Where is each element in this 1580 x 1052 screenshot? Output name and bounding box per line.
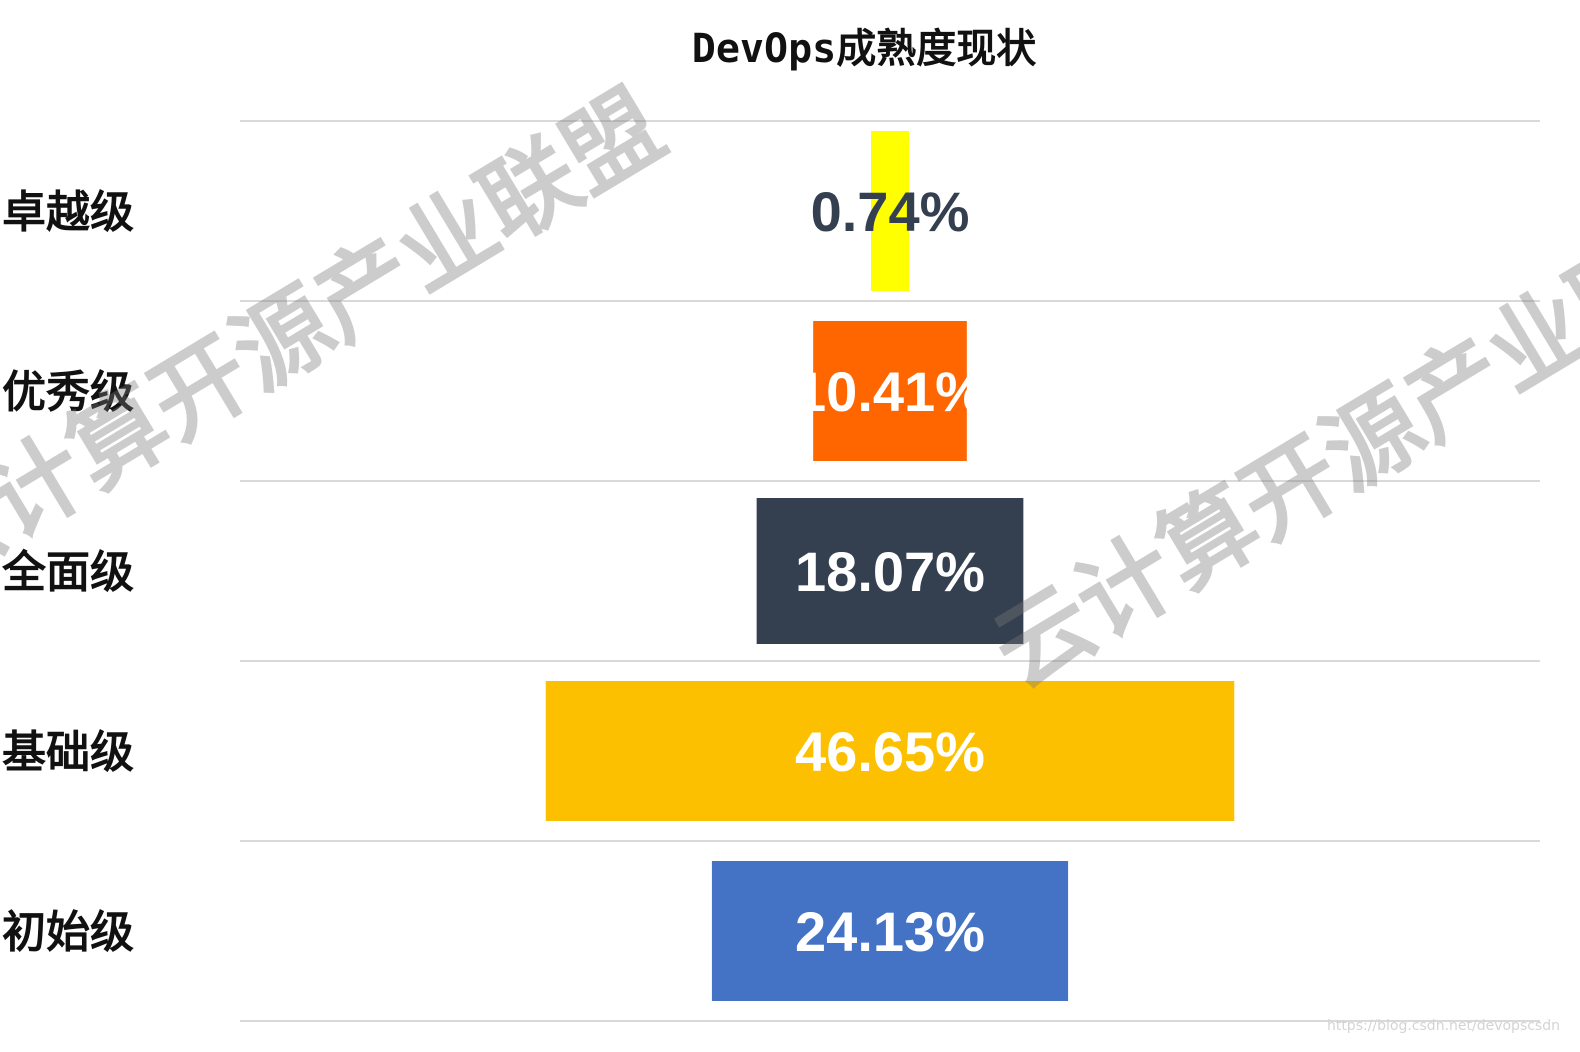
category-label: 全面级 — [1, 547, 134, 598]
bar — [871, 131, 909, 291]
data-label: 0.74% — [811, 180, 970, 243]
bar — [756, 498, 1024, 644]
bars — [545, 131, 1235, 1001]
grid-lines — [240, 120, 1540, 1022]
watermark-left: 云计算开源产业联盟 — [0, 69, 682, 610]
category-label: 初始级 — [2, 907, 134, 958]
category-label: 优秀级 — [2, 367, 134, 418]
watermark-right: 云计算开源产业联盟 — [974, 169, 1580, 710]
category-label: 卓越级 — [2, 187, 134, 238]
data-label: 24.13% — [795, 900, 985, 963]
data-label: 10.41% — [795, 360, 985, 423]
value-labels: 0.74% 10.41% 18.07% 46.65% 24.13% — [795, 180, 985, 963]
category-label: 基础级 — [2, 727, 134, 778]
bar — [711, 861, 1069, 1001]
chart-title: DevOps成熟度现状 — [692, 26, 1037, 72]
source-url: https://blog.csdn.net/devopscsdn — [1327, 1018, 1560, 1034]
data-label: 18.07% — [795, 540, 985, 603]
bar — [545, 681, 1235, 821]
data-label: 46.65% — [795, 720, 985, 783]
bar — [813, 321, 967, 461]
